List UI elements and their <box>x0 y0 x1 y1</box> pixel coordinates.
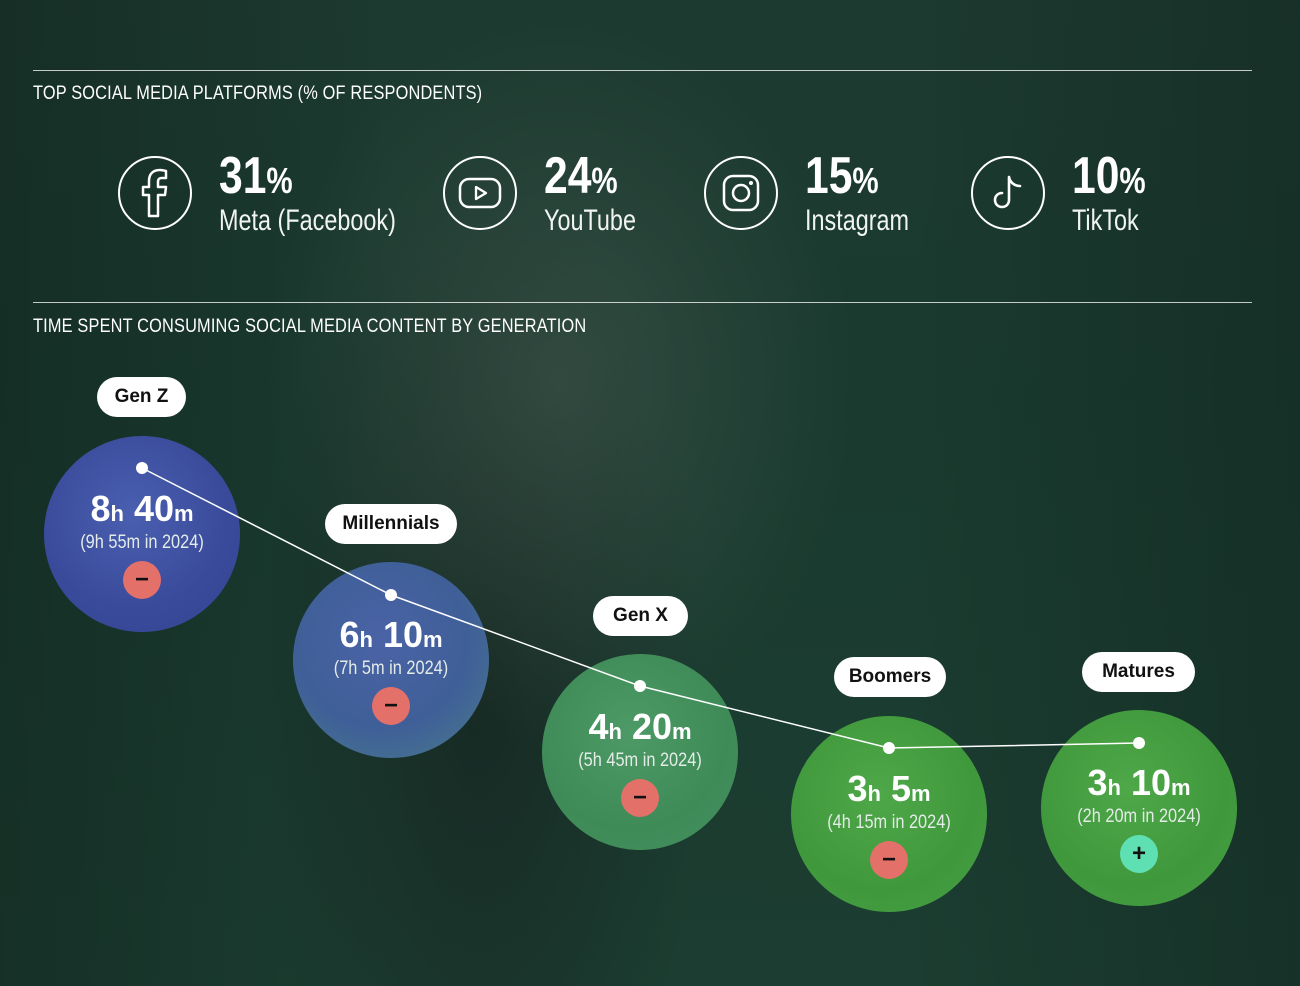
platform-percent: 31% <box>219 147 293 205</box>
label-millennials: Millennials <box>325 504 457 544</box>
bubble-matures: 3h 10m (2h 20m in 2024) + <box>1041 710 1237 906</box>
facebook-icon <box>118 156 192 230</box>
generation-section-title: TIME SPENT CONSUMING SOCIAL MEDIA CONTEN… <box>33 316 587 337</box>
bubble-gen-x: 4h 20m (5h 45m in 2024) − <box>542 654 738 850</box>
instagram-icon <box>704 156 778 230</box>
platform-name: Meta (Facebook) <box>219 204 396 237</box>
plus-icon: + <box>1131 840 1146 867</box>
platform-name: Instagram <box>805 204 910 237</box>
platform-name: TikTok <box>1072 204 1139 237</box>
previous-year-value: (5h 45m in 2024) <box>578 750 702 771</box>
tiktok-icon <box>971 156 1045 230</box>
time-value: 8h 40m <box>90 488 194 529</box>
time-value: 4h 20m <box>588 706 692 747</box>
minus-icon: − <box>134 566 149 593</box>
minus-icon: − <box>881 846 896 873</box>
connector-dot <box>385 589 397 601</box>
decrease-indicator: − <box>372 687 410 725</box>
time-value: 3h 5m <box>847 768 931 809</box>
previous-year-value: (2h 20m in 2024) <box>1077 806 1201 827</box>
connector-dot <box>634 680 646 692</box>
connector-dot <box>136 462 148 474</box>
label-matures: Matures <box>1082 652 1195 692</box>
minus-icon: − <box>632 784 647 811</box>
decrease-indicator: − <box>123 561 161 599</box>
previous-year-value: (9h 55m in 2024) <box>80 532 204 553</box>
previous-year-value: (7h 5m in 2024) <box>333 658 449 679</box>
decrease-indicator: − <box>621 779 659 817</box>
platform-name: YouTube <box>544 204 636 237</box>
increase-indicator: + <box>1120 835 1158 873</box>
youtube-icon <box>443 156 517 230</box>
connector-dot <box>883 742 895 754</box>
platforms-section-title: TOP SOCIAL MEDIA PLATFORMS (% OF RESPOND… <box>33 83 483 104</box>
previous-year-value: (4h 15m in 2024) <box>827 812 951 833</box>
time-value: 6h 10m <box>339 614 443 655</box>
top-divider <box>33 70 1252 71</box>
platform-percent: 24% <box>544 147 618 205</box>
connector-dot <box>1133 737 1145 749</box>
time-value: 3h 10m <box>1087 762 1191 803</box>
platform-percent: 15% <box>805 147 879 205</box>
label-gen-z: Gen Z <box>97 377 186 417</box>
mid-divider <box>33 302 1252 303</box>
label-boomers: Boomers <box>834 657 946 697</box>
minus-icon: − <box>383 692 398 719</box>
decrease-indicator: − <box>870 841 908 879</box>
platform-percent: 10% <box>1072 147 1146 205</box>
bubble-boomers: 3h 5m (4h 15m in 2024) − <box>791 716 987 912</box>
label-gen-x: Gen X <box>593 596 688 636</box>
